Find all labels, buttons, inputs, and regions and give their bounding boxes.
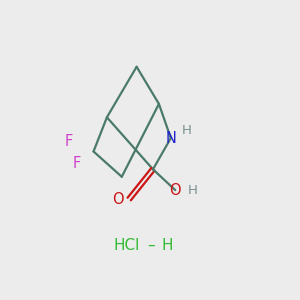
Text: F: F: [73, 156, 81, 171]
Text: F: F: [64, 134, 72, 148]
Text: O: O: [112, 191, 124, 206]
Text: H: H: [182, 124, 192, 137]
Text: –: –: [147, 238, 154, 253]
Text: O: O: [169, 183, 181, 198]
Text: H: H: [188, 184, 198, 196]
Text: HCl: HCl: [113, 238, 140, 253]
Text: H: H: [161, 238, 173, 253]
Text: N: N: [165, 130, 176, 146]
